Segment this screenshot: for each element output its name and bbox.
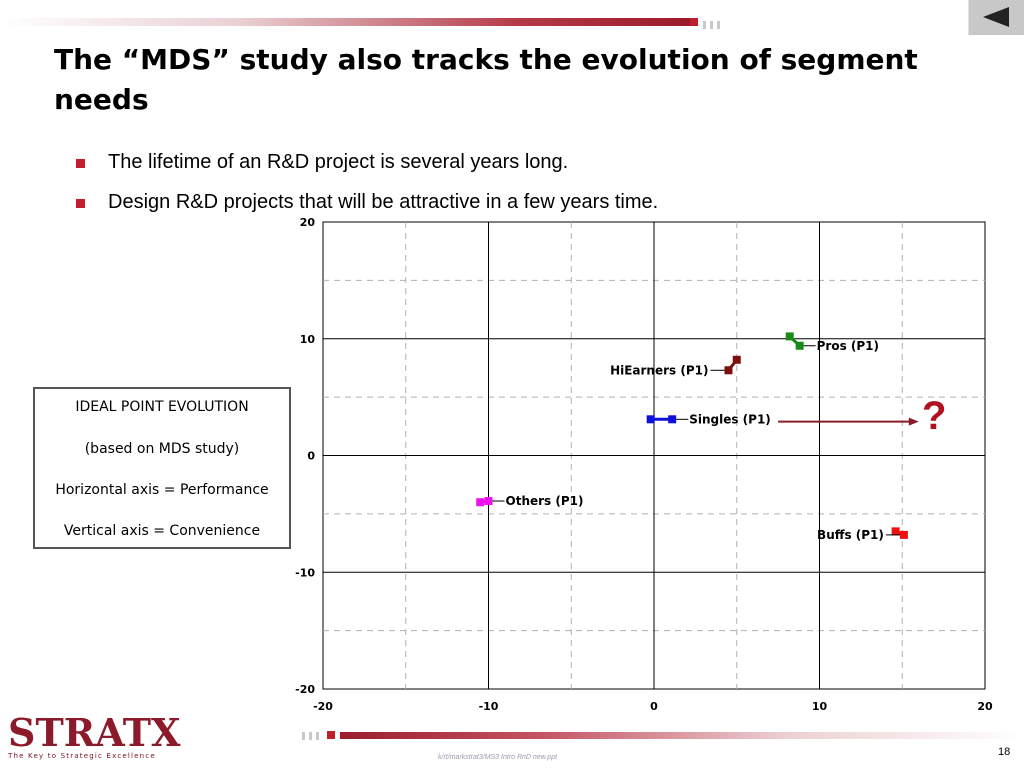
footer-dot	[302, 732, 305, 740]
series-label: HiEarners (P1)	[610, 363, 708, 377]
slide-title: The “MDS” study also tracks the evolutio…	[54, 43, 918, 116]
header-dot	[703, 21, 706, 29]
header-dot	[710, 21, 713, 29]
footer-file-path: k/rt/markstrat3/MS3 Intro RnD new.ppt	[438, 754, 558, 761]
x-tick-label: 0	[650, 700, 658, 713]
bullet-square-icon	[76, 199, 85, 208]
legend-horizontal: Horizontal axis = Performance	[55, 482, 269, 498]
data-point	[899, 530, 908, 539]
bullet-item: The lifetime of an R&D project is severa…	[76, 148, 658, 188]
footer-accent-square	[327, 731, 335, 739]
series-label: Pros (P1)	[817, 339, 879, 353]
question-mark: ?	[922, 394, 947, 438]
footer-gradient-bar	[340, 732, 1024, 739]
logo-tagline: The Key to Strategic Excellence	[8, 752, 156, 760]
y-tick-label: -10	[295, 566, 315, 579]
series-label: Singles (P1)	[689, 412, 771, 426]
stratx-logo: STRATX	[8, 712, 181, 752]
data-point	[732, 355, 741, 364]
y-tick-label: 20	[300, 216, 316, 229]
x-tick-label: -10	[479, 700, 499, 713]
footer-dot	[309, 732, 312, 740]
data-point	[646, 415, 655, 424]
data-point	[891, 527, 900, 536]
bullet-text: Design R&D projects that will be attract…	[108, 191, 659, 213]
ideal-point-legend: IDEAL POINT EVOLUTION (based on MDS stud…	[33, 387, 291, 549]
legend-title: IDEAL POINT EVOLUTION	[75, 399, 249, 415]
y-tick-label: 0	[307, 450, 315, 463]
legend-vertical: Vertical axis = Convenience	[63, 523, 261, 539]
page-number: 18	[998, 746, 1011, 758]
logo-text: STRATX	[8, 712, 181, 752]
data-point	[724, 366, 733, 375]
y-tick-label: 10	[300, 333, 316, 346]
bullet-square-icon	[76, 159, 85, 168]
data-point	[785, 332, 794, 341]
data-point	[668, 415, 677, 424]
data-point	[795, 341, 804, 350]
bullet-list: The lifetime of an R&D project is severa…	[76, 148, 658, 228]
mds-chart: -20 -10 0 10 20 -20 -10 0 10 20 Pros (P1) HiEarners…	[295, 216, 993, 713]
data-point	[484, 497, 493, 506]
series-label: Others (P1)	[506, 494, 584, 508]
x-tick-label: 20	[977, 700, 993, 713]
header-dot	[717, 21, 720, 29]
bullet-item: Design R&D projects that will be attract…	[76, 188, 658, 228]
header-gradient-bar	[0, 18, 690, 26]
series-label: Buffs (P1)	[817, 528, 884, 542]
previous-slide-button[interactable]	[968, 0, 1024, 35]
x-tick-label: -20	[313, 700, 333, 713]
footer-dot	[316, 732, 319, 740]
x-tick-label: 10	[812, 700, 828, 713]
arrow-head-icon	[908, 417, 919, 426]
data-point	[476, 498, 485, 507]
legend-subtitle: (based on MDS study)	[84, 441, 240, 457]
previous-slide-icon	[983, 7, 1009, 27]
header-accent-square	[690, 18, 698, 26]
y-tick-label: -20	[295, 683, 315, 696]
bullet-text: The lifetime of an R&D project is severa…	[108, 151, 569, 173]
